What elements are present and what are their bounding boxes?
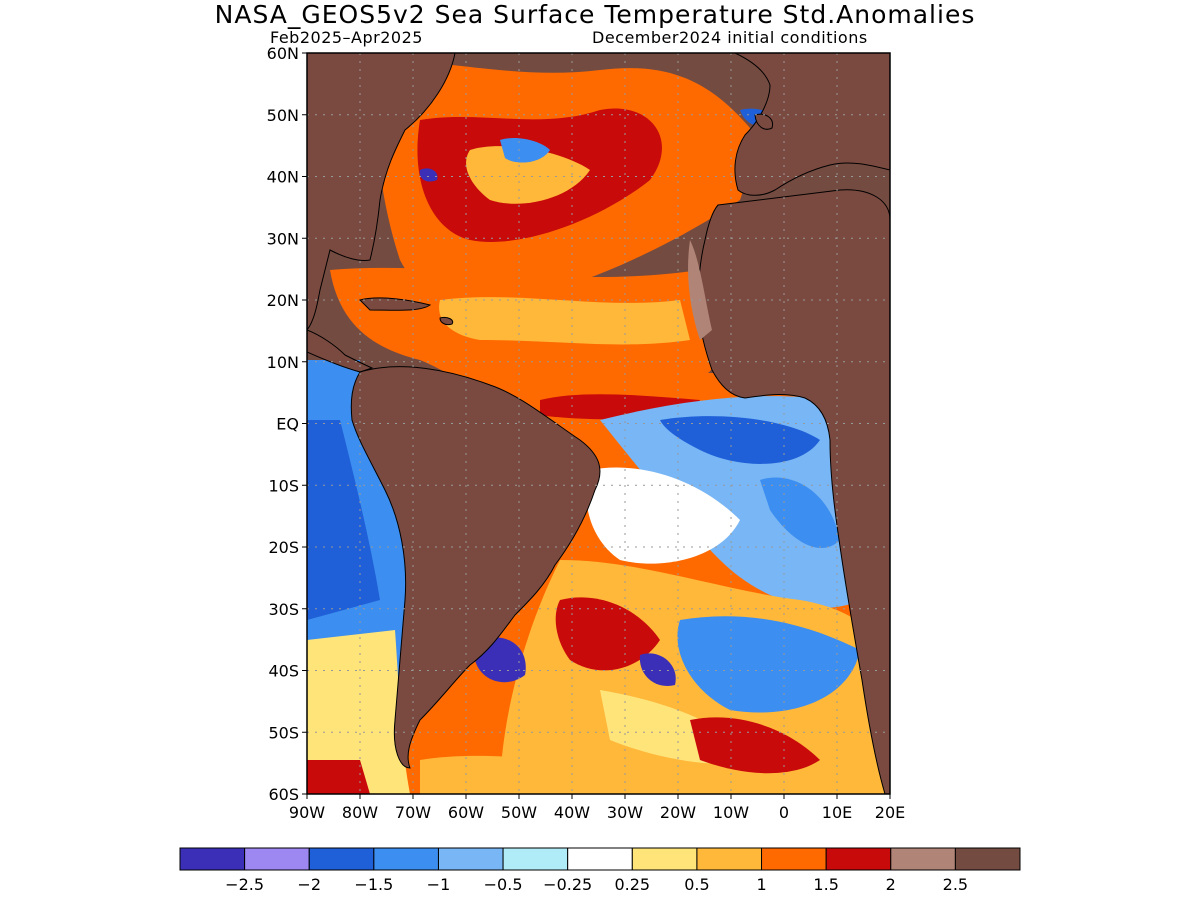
colorbar-label: −2.5 bbox=[225, 875, 264, 894]
lat-tick-label: 60S bbox=[268, 785, 299, 804]
chart-title: NASA_GEOS5v2 Sea Surface Temperature Std… bbox=[214, 0, 976, 29]
colorbar-label: 1.5 bbox=[813, 875, 838, 894]
lat-tick-label: EQ bbox=[276, 415, 299, 434]
forecast-period-label: Feb2025–Apr2025 bbox=[270, 28, 423, 47]
colorbar-swatch bbox=[631, 847, 698, 871]
colorbar-swatch bbox=[696, 847, 763, 871]
colorbar-label: 0.5 bbox=[684, 875, 709, 894]
latitude-axis: 60N 50N 40N 30N 20N 10N EQ 10S 20S 30S 40S 50S 60S bbox=[267, 44, 307, 804]
lon-tick-label: 30W bbox=[607, 803, 643, 822]
colorbar-label: −2 bbox=[297, 875, 321, 894]
lat-tick-label: 40S bbox=[268, 662, 299, 681]
colorbar-swatch bbox=[244, 847, 310, 871]
longitude-axis: 90W 80W 70W 60W 50W 40W 30W 20W 10W 0 10E 20E bbox=[289, 794, 905, 822]
lat-tick-label: 20N bbox=[267, 291, 299, 310]
colorbar-label: 2 bbox=[886, 875, 896, 894]
colorbar-swatch bbox=[890, 847, 956, 871]
colorbar-swatch bbox=[761, 847, 827, 871]
lon-tick-label: 80W bbox=[342, 803, 378, 822]
colorbar-swatch bbox=[179, 847, 246, 871]
lon-tick-label: 20E bbox=[875, 803, 905, 822]
lat-tick-label: 30N bbox=[267, 229, 299, 248]
lat-tick-label: 20S bbox=[268, 538, 299, 557]
lon-tick-label: 40W bbox=[554, 803, 590, 822]
initial-conditions-label: December2024 initial conditions bbox=[592, 28, 868, 47]
lon-tick-label: 70W bbox=[395, 803, 431, 822]
colorbar: −2.5 −2 −1.5 −1 −0.5 −0.25 0.25 0.5 1 1.5 2 2.5 bbox=[179, 847, 1021, 894]
lon-tick-label: 90W bbox=[289, 803, 325, 822]
lat-tick-label: 30S bbox=[268, 600, 299, 619]
colorbar-label: −0.25 bbox=[543, 875, 592, 894]
lon-tick-label: 60W bbox=[448, 803, 484, 822]
lat-tick-label: 10S bbox=[268, 476, 299, 495]
lon-tick-label: 20W bbox=[660, 803, 696, 822]
lat-tick-label: 10N bbox=[267, 353, 299, 372]
colorbar-swatch bbox=[373, 847, 439, 871]
map-field bbox=[307, 53, 890, 794]
colorbar-swatch bbox=[567, 847, 633, 871]
colorbar-swatch bbox=[308, 847, 375, 871]
lat-tick-label: 50S bbox=[268, 723, 299, 742]
lon-tick-label: 50W bbox=[501, 803, 537, 822]
map-gridlines bbox=[307, 53, 890, 794]
colorbar-label: −0.5 bbox=[484, 875, 523, 894]
colorbar-label: 1 bbox=[756, 875, 766, 894]
colorbar-label: 2.5 bbox=[943, 875, 968, 894]
lat-tick-label: 60N bbox=[267, 44, 299, 63]
lat-tick-label: 40N bbox=[267, 168, 299, 187]
colorbar-swatch bbox=[825, 847, 892, 871]
colorbar-swatch bbox=[437, 847, 504, 871]
lon-tick-label: 0 bbox=[779, 803, 789, 822]
colorbar-label: −1.5 bbox=[354, 875, 393, 894]
colorbar-label: 0.25 bbox=[614, 875, 650, 894]
colorbar-swatch bbox=[954, 847, 1021, 871]
lon-tick-label: 10W bbox=[713, 803, 749, 822]
lat-tick-label: 50N bbox=[267, 106, 299, 125]
colorbar-label: −1 bbox=[427, 875, 451, 894]
lon-tick-label: 10E bbox=[822, 803, 852, 822]
colorbar-swatch bbox=[502, 847, 569, 871]
